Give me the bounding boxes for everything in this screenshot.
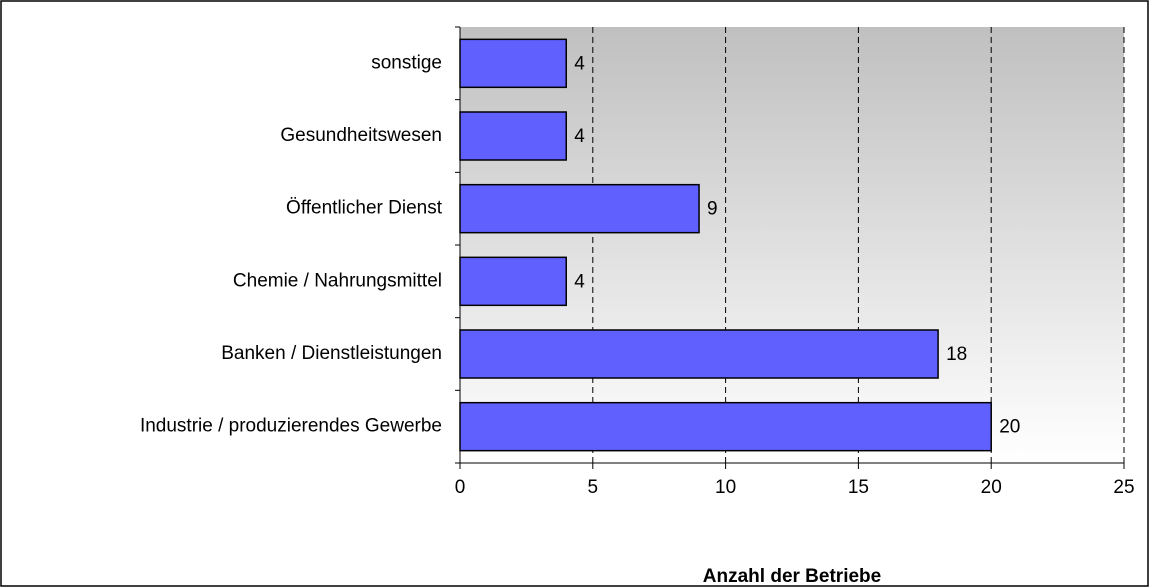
bar [459, 256, 567, 307]
y-tick-label: sonstige [371, 52, 442, 73]
bar [459, 329, 939, 379]
y-tick-label: Gesundheitswesen [280, 125, 442, 146]
bar [459, 183, 700, 234]
x-tick-label: 5 [588, 477, 599, 498]
x-tick-label: 25 [1113, 477, 1134, 498]
value-label: 4 [574, 271, 585, 292]
bar [459, 111, 567, 161]
y-tick-label: Chemie / Nahrungsmittel [233, 270, 442, 291]
bar [459, 401, 992, 452]
value-label: 18 [946, 344, 967, 365]
plot-area [460, 27, 1124, 463]
x-axis-title: Anzahl der Betriebe [703, 566, 881, 587]
x-tick-label: 0 [455, 477, 466, 498]
x-tick-label: 20 [981, 477, 1002, 498]
y-tick-label: Industrie / produzierendes Gewerbe [140, 416, 442, 437]
x-tick-label: 15 [848, 477, 869, 498]
x-tick-label: 10 [715, 477, 736, 498]
value-label: 9 [707, 199, 718, 220]
y-tick-label: Banken / Dienstleistungen [221, 343, 442, 364]
value-label: 20 [999, 417, 1020, 438]
value-label: 4 [574, 53, 585, 74]
y-tick-label: Öffentlicher Dienst [286, 198, 443, 219]
bar [459, 38, 567, 89]
value-label: 4 [574, 126, 585, 147]
